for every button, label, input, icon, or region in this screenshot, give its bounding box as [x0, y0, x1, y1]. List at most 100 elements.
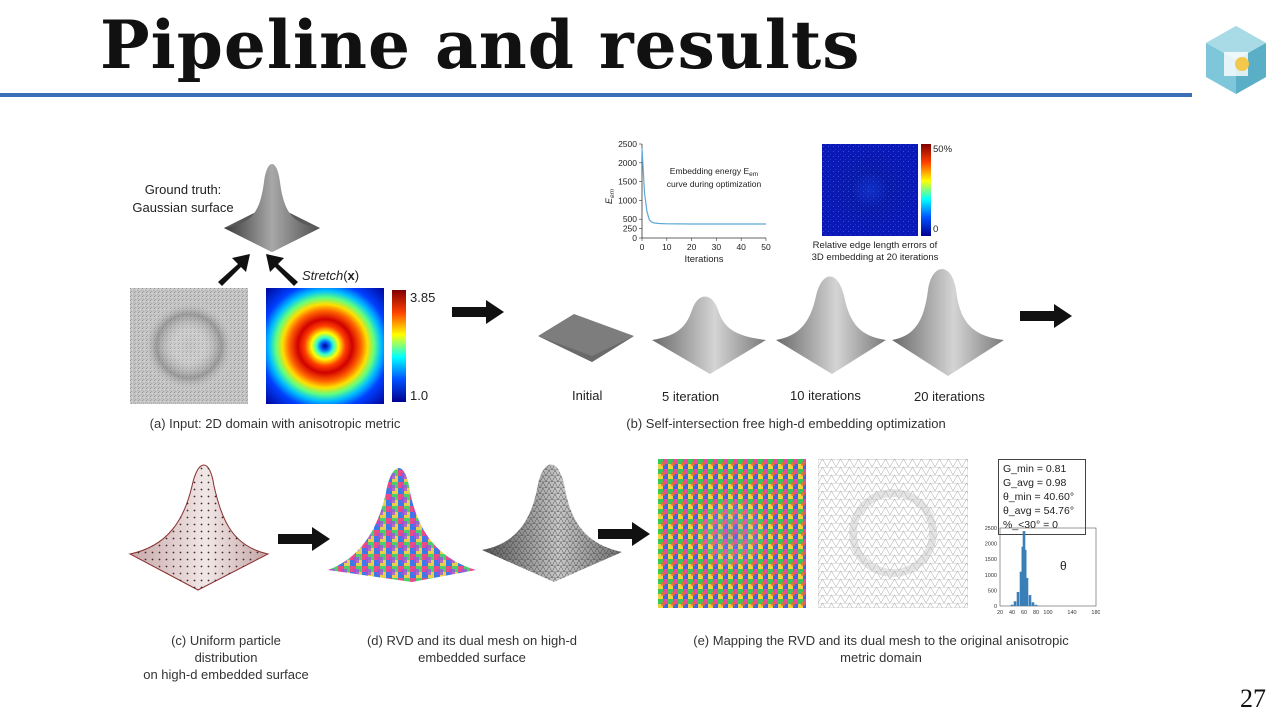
- energy-series-line: [641, 147, 766, 225]
- histogram-y-tick-label: 500: [988, 588, 997, 594]
- energy-x-tick-label: 30: [712, 242, 722, 252]
- caption-d: (d) RVD and its dual mesh on high-d embe…: [356, 632, 588, 666]
- ground-truth-line-2: Gaussian surface: [132, 200, 234, 215]
- stat-gavg: G_avg = 0.98: [1003, 477, 1067, 489]
- caption-c-line-1: (c) Uniform particle distribution: [171, 633, 281, 665]
- stage-20-surface: [892, 269, 1004, 376]
- energy-chart-ylabel: Eem: [604, 188, 616, 204]
- rvd-colored-surface-image: [328, 468, 476, 582]
- colorbar-min-label: 1.0: [410, 388, 429, 403]
- metric-domain-mesh-image: [130, 288, 248, 404]
- histogram-bar: [1013, 601, 1017, 606]
- histogram-x-tick-label: 80: [1033, 610, 1039, 616]
- caption-b: (b) Self-intersection free high-d embedd…: [626, 416, 946, 431]
- histogram-bar: [1031, 602, 1035, 606]
- error-map-caption: Relative edge length errors of 3D embedd…: [800, 240, 950, 264]
- histogram-frame: [999, 527, 1097, 607]
- histogram-y-tick-label: 0: [994, 604, 997, 610]
- histogram-x-tick-label: 60: [1021, 610, 1027, 616]
- error-colorbar: [921, 144, 931, 236]
- angle-histogram-chart: 0 500 1000 1500 2000 2500 20 40 60 80 100 140 180 θ: [985, 526, 1100, 616]
- title-divider: [0, 93, 1192, 97]
- page-number: 27: [1240, 684, 1266, 713]
- histogram-y-tick-label: 2500: [985, 526, 997, 532]
- stage-5-surface: [652, 296, 766, 374]
- histogram-x-tick-label: 100: [1043, 610, 1052, 616]
- stage-label-10: 10 iterations: [790, 388, 861, 403]
- caption-c: (c) Uniform particle distribution on hig…: [140, 632, 312, 683]
- stretch-heatmap-image: [266, 288, 384, 404]
- stat-theta-min: θ_min = 40.60°: [1003, 491, 1075, 503]
- slide-title: Pipeline and results: [100, 6, 861, 84]
- energy-y-tick-label: 2000: [618, 158, 637, 168]
- energy-y-tick-label: 500: [623, 214, 637, 224]
- error-caption-line-2: 3D embedding at 20 iterations: [811, 252, 939, 263]
- energy-chart-label-2: curve during optimization: [667, 179, 762, 189]
- arrow-up-left-icon: [266, 254, 298, 286]
- particle-distribution-image: [128, 464, 270, 591]
- histogram-bar: [1010, 604, 1014, 606]
- energy-x-tick-label: 0: [640, 242, 645, 252]
- quality-stats-box: G_min = 0.81 G_avg = 0.98 θ_min = 40.60°…: [998, 459, 1086, 535]
- caption-c-line-2: on high-d embedded surface: [143, 667, 309, 682]
- caption-e: (e) Mapping the RVD and its dual mesh to…: [688, 632, 1074, 666]
- energy-x-tick-label: 20: [687, 242, 697, 252]
- arrow-right-icon: [1020, 304, 1072, 328]
- stat-gmin: G_min = 0.81: [1003, 463, 1067, 475]
- histogram-x-tick-label: 140: [1067, 610, 1076, 616]
- ground-truth-line-1: Ground truth:: [144, 182, 222, 197]
- stage-10-surface: [776, 276, 886, 374]
- rvd-parameter-domain-image: [658, 459, 806, 608]
- caption-e-line-1: (e) Mapping the RVD and its dual mesh to…: [693, 633, 1069, 648]
- caption-d-line-2: embedded surface: [418, 650, 526, 665]
- edge-error-map-image: [822, 144, 918, 236]
- histogram-bar: [1028, 595, 1032, 606]
- arrow-up-right-icon: [218, 254, 250, 286]
- caption-a: (a) Input: 2D domain with anisotropic me…: [149, 416, 401, 431]
- energy-chart-xlabel: Iterations: [684, 254, 723, 265]
- stretch-colorbar: [392, 290, 406, 402]
- histogram-bar: [1034, 604, 1038, 606]
- stretch-label-var: x: [347, 268, 355, 283]
- energy-x-tick-label: 50: [761, 242, 771, 252]
- caption-d-line-1: (d) RVD and its dual mesh on high-d: [366, 633, 578, 648]
- gaussian-surface-image: [224, 164, 320, 252]
- logo-icon: [1206, 26, 1266, 94]
- histogram-x-tick-label: 180: [1091, 610, 1100, 616]
- stretch-label-text: Stretch: [302, 268, 344, 283]
- arrow-right-icon: [278, 527, 330, 551]
- error-caption-line-1: Relative edge length errors of: [812, 240, 938, 251]
- energy-y-tick-label: 1500: [618, 177, 637, 187]
- histogram-bar: [1019, 571, 1023, 606]
- energy-x-tick-label: 40: [736, 242, 746, 252]
- energy-y-tick-label: 0: [632, 233, 637, 243]
- arrow-right-icon: [452, 300, 504, 324]
- dual-mesh-surface-image: [482, 464, 622, 582]
- arrow-right-icon: [598, 522, 650, 546]
- histogram-y-tick-label: 1500: [985, 557, 997, 563]
- histogram-bar: [1023, 549, 1027, 606]
- energy-chart-label-1: Embedding energy Eem: [670, 166, 758, 178]
- stretch-label: Stretch(x): [302, 268, 360, 283]
- histogram-y-tick-label: 2000: [985, 542, 997, 548]
- stage-label-20: 20 iterations: [914, 389, 985, 404]
- embedding-stages-image: [538, 269, 1004, 376]
- energy-y-tick-label: 250: [623, 224, 637, 234]
- error-colorbar-min: 0: [933, 224, 939, 235]
- stage-label-initial: Initial: [572, 388, 603, 403]
- error-colorbar-max: 50%: [933, 144, 953, 155]
- stage-initial-surface: [538, 314, 634, 362]
- histogram-x-tick-label: 40: [1009, 610, 1015, 616]
- histogram-bar: [1025, 577, 1029, 606]
- energy-y-tick-label: 2500: [618, 139, 637, 149]
- stage-label-5: 5 iteration: [662, 389, 720, 404]
- histogram-theta-label: θ: [1060, 559, 1067, 573]
- energy-x-tick-label: 10: [662, 242, 672, 252]
- histogram-y-tick-label: 1000: [985, 573, 997, 579]
- histogram-x-tick-label: 20: [997, 610, 1003, 616]
- colorbar-max-label: 3.85: [410, 290, 436, 305]
- histogram-bar: [1016, 591, 1020, 606]
- ground-truth-label: Ground truth: Gaussian surface: [128, 181, 238, 217]
- caption-e-line-2: metric domain: [840, 650, 922, 665]
